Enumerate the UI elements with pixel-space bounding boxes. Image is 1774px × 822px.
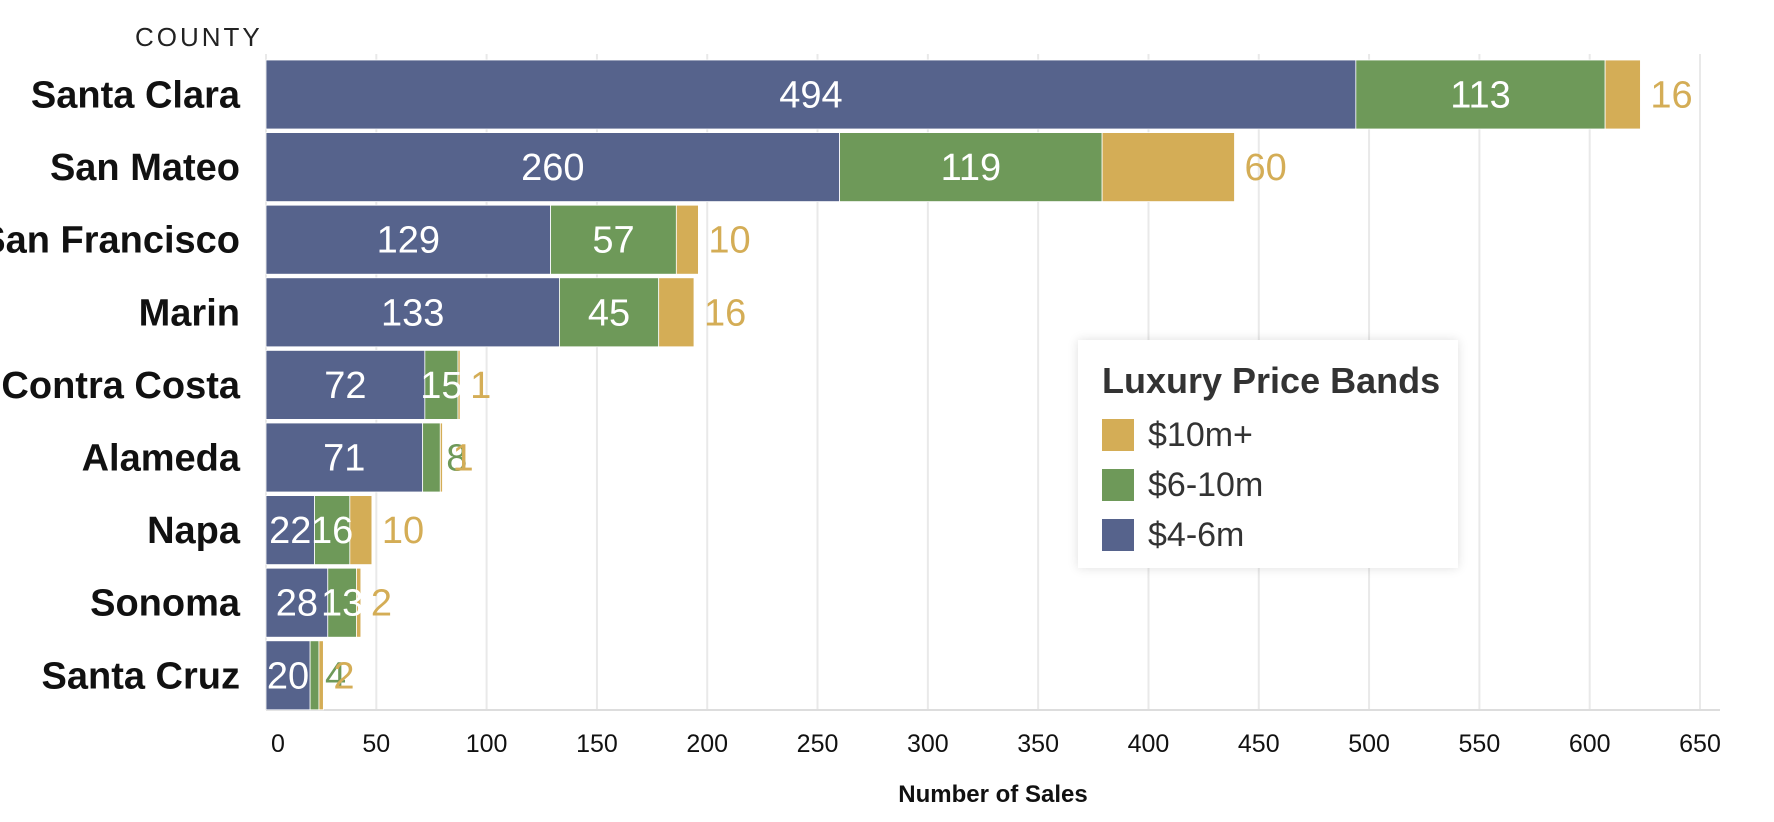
data-label: 13	[321, 583, 363, 625]
data-label: 72	[324, 365, 366, 407]
data-label: 16	[1650, 75, 1692, 117]
data-label: 8	[446, 438, 467, 480]
legend-item-10m-plus: $10m+	[1102, 410, 1434, 460]
data-label: 16	[704, 292, 746, 334]
data-label: 1	[452, 438, 473, 480]
data-label: 20	[267, 655, 309, 697]
bar-segment	[559, 277, 660, 348]
category-label: Marin	[139, 292, 240, 334]
x-tick-label: 300	[907, 730, 949, 758]
bar-segment	[424, 349, 459, 420]
bar-segment	[349, 495, 373, 566]
legend: Luxury Price Bands $10m+ $6-10m $4-6m	[1078, 340, 1458, 568]
data-label: 2	[333, 655, 354, 697]
bar-segment	[265, 132, 840, 203]
category-label: Napa	[147, 510, 241, 552]
x-tick-label: 600	[1569, 730, 1611, 758]
data-label: 133	[381, 292, 444, 334]
bar-segment	[318, 640, 324, 711]
data-label: 494	[779, 75, 842, 117]
x-axis-title: Number of Sales	[898, 781, 1087, 808]
legend-swatch-6-10m	[1102, 469, 1134, 501]
bar-segment	[265, 567, 329, 638]
bar-segment	[839, 132, 1103, 203]
bar-segment	[457, 349, 461, 420]
legend-item-6-10m: $6-10m	[1102, 460, 1434, 510]
x-tick-label: 650	[1679, 730, 1721, 758]
data-label: 28	[276, 583, 318, 625]
data-label: 45	[588, 292, 630, 334]
bar-segment	[265, 277, 560, 348]
x-tick-label: 500	[1348, 730, 1390, 758]
data-label: 260	[521, 147, 584, 189]
legend-label: $10m+	[1148, 415, 1253, 454]
category-label: Sonoma	[90, 583, 241, 625]
x-tick-label: 250	[797, 730, 839, 758]
bar-segment	[675, 204, 699, 275]
legend-swatch-10m-plus	[1102, 419, 1134, 451]
bar-segment	[265, 59, 1357, 130]
x-tick-label: 150	[576, 730, 618, 758]
bar-segment	[265, 495, 315, 566]
x-tick-label: 0	[271, 730, 285, 758]
bar-segment	[265, 204, 551, 275]
x-tick-label: 350	[1017, 730, 1059, 758]
category-label: San Mateo	[50, 147, 240, 189]
legend-title: Luxury Price Bands	[1102, 360, 1441, 401]
y-axis-title: COUNTY	[135, 22, 263, 52]
data-label: 10	[382, 510, 424, 552]
category-label: Contra Costa	[1, 365, 240, 407]
category-label: Alameda	[82, 438, 241, 480]
bar-segment	[265, 349, 426, 420]
category-label: San Francisco	[0, 220, 240, 262]
data-label: 16	[311, 510, 353, 552]
legend-label: $4-6m	[1148, 515, 1245, 554]
bar-segment	[265, 422, 424, 493]
data-label: 71	[323, 438, 365, 480]
category-labels: Santa Clara San Mateo San Francisco Marin Co…	[0, 75, 241, 698]
data-label: 15	[420, 365, 462, 407]
data-label: 113	[1450, 75, 1511, 117]
x-tick-labels: 0 50 100 150 200 250 300 350 400 450 500 550 600 650	[271, 730, 1721, 758]
legend-item-4-6m: $4-6m	[1102, 510, 1434, 560]
bar-segment	[550, 204, 677, 275]
bar-segment	[309, 640, 320, 711]
bar-segment	[1101, 132, 1235, 203]
data-label: 4	[325, 655, 346, 697]
bar-segment	[422, 422, 441, 493]
x-tick-label: 100	[466, 730, 508, 758]
x-tick-label: 50	[362, 730, 390, 758]
data-label: 1	[470, 365, 491, 407]
data-label: 129	[377, 220, 440, 262]
x-tick-label: 400	[1128, 730, 1170, 758]
bar-segment	[1604, 59, 1641, 130]
data-label: 10	[708, 220, 750, 262]
category-label: Santa Cruz	[42, 655, 240, 697]
data-label: 2	[371, 583, 392, 625]
bar-segment	[314, 495, 351, 566]
bar-segment	[439, 422, 443, 493]
bar-segment	[356, 567, 362, 638]
bar-segment	[265, 640, 311, 711]
category-label: Santa Clara	[31, 75, 241, 117]
data-label: 57	[592, 220, 634, 262]
legend-label: $6-10m	[1148, 465, 1264, 504]
bars	[265, 59, 1641, 711]
x-tick-label: 200	[686, 730, 728, 758]
bar-segment	[658, 277, 695, 348]
x-tick-label: 450	[1238, 730, 1280, 758]
x-tick-label: 550	[1459, 730, 1501, 758]
data-label: 60	[1245, 147, 1287, 189]
legend-swatch-4-6m	[1102, 519, 1134, 551]
data-label: 119	[941, 147, 1002, 189]
data-label: 22	[269, 510, 311, 552]
